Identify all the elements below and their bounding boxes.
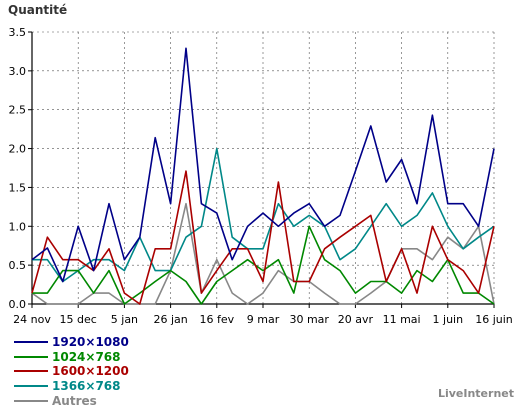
- legend-item: 1024×768: [14, 350, 129, 365]
- series-line-1024-768: [32, 225, 495, 305]
- legend-item: 1920×1080: [14, 335, 129, 350]
- y-axis-title: Quantité: [8, 3, 68, 17]
- y-tick-label: 0.0: [9, 298, 27, 311]
- y-tick-label: 2.0: [9, 143, 27, 156]
- x-tick-label: 5 jan: [111, 313, 138, 326]
- legend-label: 1024×768: [52, 349, 121, 364]
- legend-swatch: [14, 370, 48, 373]
- legend-swatch: [14, 341, 48, 344]
- x-tick-label: 16 juin: [475, 313, 513, 326]
- series-line-1600-1200: [31, 170, 495, 305]
- legend-item: Autres: [14, 393, 129, 408]
- x-tick-label: 9 mar: [247, 313, 280, 326]
- x-tick-label: 20 avr: [338, 313, 374, 326]
- y-tick-label: 2.5: [9, 104, 27, 117]
- y-tick-label: 1.5: [9, 181, 27, 194]
- x-tick-label: 26 jan: [153, 313, 187, 326]
- x-tick-label: 1 juin: [433, 313, 464, 326]
- y-tick-label: 3.0: [9, 65, 27, 78]
- series-line-autres: [31, 202, 495, 305]
- legend-swatch: [14, 399, 48, 402]
- x-tick-label: 16 fev: [199, 313, 234, 326]
- legend-swatch: [14, 385, 48, 388]
- legend-swatch: [14, 355, 48, 358]
- y-tick-label: 1.0: [9, 220, 27, 233]
- legend-label: Autres: [52, 393, 97, 408]
- x-tick-label: 24 nov: [13, 313, 51, 326]
- series-line-1366-768: [32, 147, 495, 283]
- brand-label: LiveInternet: [437, 387, 514, 400]
- legend-label: 1920×1080: [52, 335, 129, 350]
- x-tick-label: 30 mar: [289, 313, 329, 326]
- y-tick-label: 3.5: [9, 26, 27, 39]
- legend-item: 1366×768: [14, 379, 129, 394]
- y-tick-label: 0.5: [9, 259, 27, 272]
- legend: 1920×1080 1024×768 1600×1200 1366×768 Autres: [14, 335, 129, 408]
- legend-label: 1366×768: [52, 379, 121, 394]
- x-tick-label: 11 mai: [383, 313, 421, 326]
- series-line-1920-1080: [31, 47, 495, 283]
- legend-label: 1600×1200: [52, 364, 129, 379]
- legend-item: 1600×1200: [14, 364, 129, 379]
- x-tick-label: 15 dec: [60, 313, 97, 326]
